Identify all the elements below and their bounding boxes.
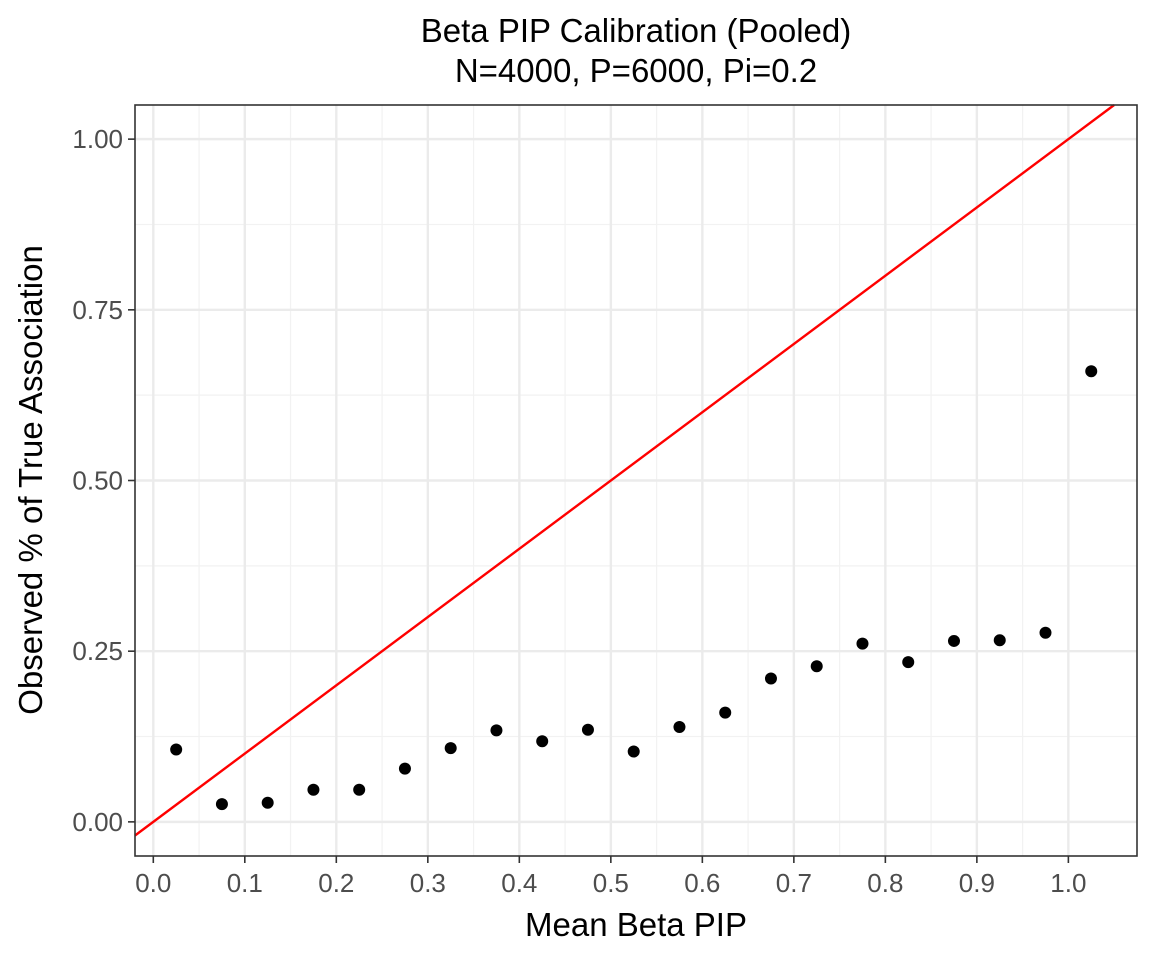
- x-tick-label: 0.6: [684, 868, 720, 898]
- data-point: [719, 706, 732, 719]
- data-point: [307, 783, 320, 796]
- x-tick-label: 0.0: [135, 868, 171, 898]
- data-point: [444, 742, 457, 755]
- reference-line-group: [134, 104, 1115, 837]
- chart-title: Beta PIP Calibration (Pooled): [421, 12, 851, 49]
- y-tick-label: 1.00: [72, 124, 123, 154]
- x-tick-label: 0.4: [501, 868, 537, 898]
- data-point: [902, 656, 915, 669]
- x-tick-label: 0.1: [227, 868, 263, 898]
- data-point: [993, 634, 1006, 647]
- data-point: [170, 743, 183, 756]
- x-axis: 0.0 0.1 0.2 0.3 0.4 0.5 0.6 0.7 0.8 0.9 1.0: [135, 856, 1086, 898]
- data-point: [398, 762, 411, 775]
- x-tick-label: 0.2: [318, 868, 354, 898]
- x-tick-label: 1.0: [1050, 868, 1086, 898]
- x-tick-label: 0.8: [867, 868, 903, 898]
- data-points: [170, 365, 1098, 811]
- y-tick-label: 0.50: [72, 466, 123, 496]
- x-tick-label: 0.7: [776, 868, 812, 898]
- x-tick-label: 0.5: [593, 868, 629, 898]
- y-tick-label: 0.25: [72, 636, 123, 666]
- y-tick-label: 0.75: [72, 295, 123, 325]
- y-axis: 0.00 0.25 0.50 0.75 1.00: [72, 124, 135, 837]
- data-point: [581, 723, 594, 736]
- data-point: [673, 720, 686, 733]
- data-point: [1085, 365, 1098, 378]
- data-point: [764, 672, 777, 685]
- x-tick-label: 0.9: [959, 868, 995, 898]
- data-point: [856, 637, 869, 650]
- y-axis-title: Observed % of True Association: [12, 245, 49, 715]
- plot-panel: [134, 104, 1138, 857]
- data-point: [627, 745, 640, 758]
- data-point: [490, 724, 503, 737]
- data-point: [261, 796, 274, 809]
- data-point: [353, 783, 366, 796]
- y-tick-label: 0.00: [72, 807, 123, 837]
- data-point: [1039, 626, 1052, 639]
- data-point: [810, 660, 823, 673]
- x-tick-label: 0.3: [410, 868, 446, 898]
- data-point: [536, 735, 549, 748]
- x-axis-title: Mean Beta PIP: [525, 906, 747, 943]
- major-gridlines: [135, 105, 1137, 856]
- data-point: [215, 798, 228, 811]
- chart-subtitle: N=4000, P=6000, Pi=0.2: [455, 52, 817, 89]
- reference-line: [134, 104, 1115, 837]
- data-point: [947, 634, 960, 647]
